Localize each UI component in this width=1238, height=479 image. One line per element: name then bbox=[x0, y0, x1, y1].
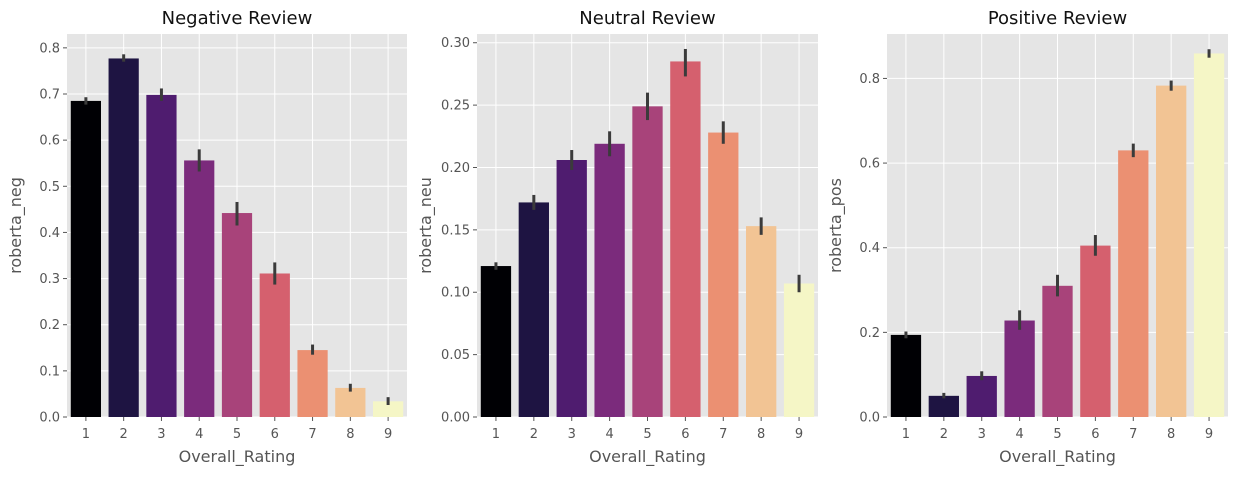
x-axis-label: Overall_Rating bbox=[179, 447, 296, 467]
x-tick-label: 4 bbox=[195, 427, 203, 442]
x-tick-label: 2 bbox=[120, 427, 128, 442]
bar-rating-4 bbox=[184, 160, 215, 417]
bar-rating-6 bbox=[670, 61, 701, 417]
x-tick-label: 7 bbox=[308, 427, 316, 442]
bar-rating-2 bbox=[108, 58, 139, 417]
x-tick-label: 6 bbox=[271, 427, 279, 442]
y-tick-label: 0.6 bbox=[39, 134, 60, 149]
x-tick-label: 9 bbox=[795, 427, 803, 442]
bar-rating-4 bbox=[1004, 320, 1035, 417]
y-tick-label: 0.10 bbox=[441, 286, 470, 301]
x-tick-label: 1 bbox=[82, 427, 90, 442]
y-tick-label: 0.8 bbox=[39, 41, 60, 56]
x-axis-label: Overall_Rating bbox=[589, 447, 706, 467]
bar-rating-6 bbox=[1080, 245, 1111, 417]
x-axis-label: Overall_Rating bbox=[999, 447, 1116, 467]
bar-rating-8 bbox=[746, 226, 777, 417]
x-tick-label: 5 bbox=[233, 427, 241, 442]
y-axis-label: roberta_neg bbox=[6, 177, 26, 274]
chart-panel-1: 0.0 0.1 0.2 0.3 0.4 0.5 0.6 0.7 0.8 1 2 3 4 5 6 7 8 9 Nega… bbox=[6, 8, 407, 467]
bar-rating-5 bbox=[1042, 285, 1073, 417]
y-tick-label: 0.05 bbox=[441, 348, 470, 363]
x-tick-label: 2 bbox=[530, 427, 538, 442]
x-tick-label: 6 bbox=[681, 427, 689, 442]
bar-rating-1 bbox=[480, 266, 512, 417]
bar-rating-2 bbox=[518, 202, 549, 417]
bar-rating-9 bbox=[783, 283, 815, 417]
bar-rating-9 bbox=[373, 401, 404, 417]
bar-rating-8 bbox=[1156, 85, 1187, 418]
bar-rating-5 bbox=[632, 106, 663, 417]
chart-panel-2: 0.00 0.05 0.10 0.15 0.20 0.25 0.30 1 2 3 4 5 6 7 8 9 Neu… bbox=[416, 8, 818, 467]
y-tick-label: 0.30 bbox=[441, 36, 470, 51]
x-tick-label: 5 bbox=[643, 427, 651, 442]
chart-title: Positive Review bbox=[988, 8, 1127, 29]
x-tick-label: 1 bbox=[902, 427, 910, 442]
y-tick-label: 0.0 bbox=[39, 411, 60, 426]
x-tick-label: 6 bbox=[1091, 427, 1099, 442]
x-tick-label: 9 bbox=[384, 427, 392, 442]
bar-rating-3 bbox=[146, 94, 177, 418]
bar-rating-7 bbox=[297, 350, 328, 417]
bar-rating-9 bbox=[1193, 53, 1225, 417]
y-axis-label: roberta_pos bbox=[826, 178, 846, 273]
x-tick-label: 4 bbox=[605, 427, 613, 442]
x-tick-label: 3 bbox=[978, 427, 986, 442]
x-tick-label: 1 bbox=[492, 427, 500, 442]
x-tick-label: 9 bbox=[1205, 427, 1213, 442]
x-tick-label: 3 bbox=[568, 427, 576, 442]
x-tick-label: 8 bbox=[757, 427, 765, 442]
x-tick-label: 2 bbox=[940, 427, 948, 442]
y-tick-label: 0.25 bbox=[441, 99, 470, 114]
y-tick-label: 0.2 bbox=[39, 318, 60, 333]
chart-title: Neutral Review bbox=[579, 8, 715, 29]
bar-rating-2 bbox=[928, 395, 959, 417]
y-tick-label: 0.20 bbox=[441, 161, 470, 176]
bar-rating-7 bbox=[1118, 150, 1149, 417]
y-axis-label: roberta_neu bbox=[416, 177, 436, 274]
x-tick-label: 8 bbox=[346, 427, 354, 442]
bar-rating-5 bbox=[221, 213, 253, 417]
bar-rating-8 bbox=[335, 387, 366, 417]
x-tick-label: 7 bbox=[719, 427, 727, 442]
y-tick-label: 0.4 bbox=[39, 226, 60, 241]
y-tick-label: 0.1 bbox=[39, 364, 60, 379]
y-tick-label: 0.15 bbox=[441, 223, 470, 238]
bar-rating-1 bbox=[70, 100, 101, 417]
bar-rating-3 bbox=[966, 375, 997, 417]
bar-rating-3 bbox=[556, 160, 587, 418]
y-tick-label: 0.00 bbox=[441, 411, 470, 426]
chart-title: Negative Review bbox=[162, 8, 313, 29]
x-tick-label: 4 bbox=[1015, 427, 1023, 442]
bar-rating-6 bbox=[259, 273, 290, 417]
chart-panel-3: 0.0 0.2 0.4 0.6 0.8 1 2 3 4 5 6 7 8 9 Positive Review O… bbox=[826, 8, 1228, 467]
x-tick-label: 8 bbox=[1167, 427, 1175, 442]
y-tick-label: 0.3 bbox=[39, 272, 60, 287]
y-tick-label: 0.6 bbox=[859, 157, 880, 172]
y-tick-label: 0.2 bbox=[859, 326, 880, 341]
x-tick-label: 5 bbox=[1053, 427, 1061, 442]
bar-rating-1 bbox=[890, 334, 922, 417]
bar-rating-7 bbox=[708, 132, 739, 417]
x-tick-label: 7 bbox=[1129, 427, 1137, 442]
bar-rating-4 bbox=[594, 143, 625, 417]
y-tick-label: 0.7 bbox=[39, 87, 60, 102]
y-tick-label: 0.0 bbox=[859, 411, 880, 426]
y-tick-label: 0.8 bbox=[859, 72, 880, 87]
x-tick-label: 3 bbox=[157, 427, 165, 442]
y-tick-label: 0.5 bbox=[39, 180, 60, 195]
y-tick-label: 0.4 bbox=[859, 241, 880, 256]
